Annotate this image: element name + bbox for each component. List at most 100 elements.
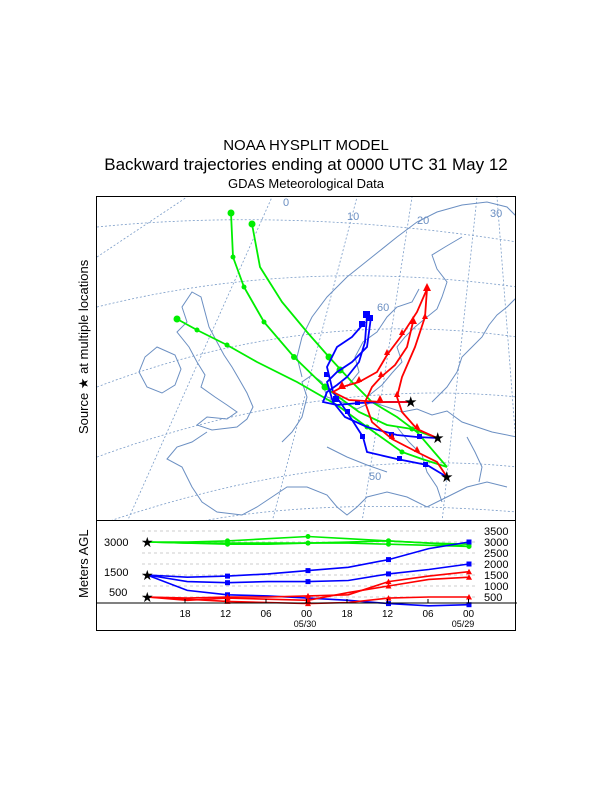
red-markers bbox=[338, 283, 431, 452]
time-tick-label: 06 bbox=[422, 609, 434, 620]
blue-marker bbox=[324, 372, 329, 377]
graticule bbox=[97, 197, 515, 520]
source-star-icon: ★ bbox=[440, 469, 453, 486]
time-tick-label: 06 bbox=[260, 609, 272, 620]
height-series-marker bbox=[305, 534, 311, 539]
height-series-marker bbox=[225, 573, 230, 579]
right-level-label: 1000 bbox=[484, 581, 508, 593]
height-series-marker bbox=[466, 574, 472, 580]
time-tick-label: 00 bbox=[301, 609, 313, 620]
right-level-label: 2500 bbox=[484, 548, 508, 560]
green-marker bbox=[409, 426, 415, 432]
blue-marker bbox=[345, 409, 350, 414]
height-gridlines bbox=[142, 530, 477, 598]
blue-marker bbox=[367, 315, 373, 321]
green-marker bbox=[261, 319, 267, 325]
red-marker bbox=[423, 283, 431, 291]
right-level-label: 500 bbox=[484, 592, 502, 604]
red-marker bbox=[389, 433, 395, 439]
height-series-marker bbox=[466, 561, 472, 567]
blue-marker bbox=[359, 321, 365, 327]
red-marker bbox=[394, 391, 400, 397]
right-level-label: 1500 bbox=[484, 570, 508, 582]
right-level-label: 3500 bbox=[484, 526, 508, 538]
left-level-500: 500 bbox=[109, 587, 127, 599]
red-marker bbox=[376, 395, 384, 403]
green-marker bbox=[248, 220, 256, 228]
height-series-marker bbox=[225, 580, 230, 586]
time-ticks: 18 12 06 00 18 12 06 00 bbox=[179, 599, 474, 620]
meridian-label-20: 20 bbox=[417, 215, 429, 227]
blue-marker bbox=[417, 434, 422, 439]
blue-markers bbox=[324, 311, 428, 467]
right-level-label: 3000 bbox=[484, 537, 508, 549]
meridian-label-0: 0 bbox=[283, 197, 289, 209]
red-marker bbox=[338, 381, 346, 389]
meridian-label-30: 30 bbox=[490, 208, 502, 220]
height-series-marker bbox=[225, 541, 230, 547]
time-tick-label: 00 bbox=[463, 609, 475, 620]
green-marker bbox=[173, 315, 181, 323]
date-label-0530: 05/30 bbox=[294, 619, 317, 629]
parallel-label-50: 50 bbox=[369, 471, 381, 483]
blue-marker bbox=[360, 434, 365, 439]
blue-marker bbox=[423, 462, 428, 467]
red-marker bbox=[356, 376, 362, 382]
source-star-icon: ★ bbox=[404, 394, 417, 411]
red-marker bbox=[409, 316, 417, 324]
left-level-3000: 3000 bbox=[104, 537, 128, 549]
green-marker bbox=[399, 449, 405, 455]
source-star-icon: ★ bbox=[431, 430, 444, 447]
meridian-label-10: 10 bbox=[347, 211, 359, 223]
red-marker bbox=[378, 371, 384, 377]
model-title: NOAA HYSPLIT MODEL bbox=[223, 137, 389, 154]
date-label-0529: 05/29 bbox=[452, 619, 475, 629]
blue-marker bbox=[363, 311, 370, 318]
height-series-marker bbox=[466, 539, 472, 545]
height-svg: ★★★ 18 12 06 00 18 12 06 00 3000 1500 500 35003… bbox=[97, 526, 517, 629]
parallel-label-60: 60 bbox=[377, 302, 389, 314]
height-series-marker bbox=[466, 568, 472, 575]
green-marker bbox=[321, 383, 329, 391]
height-series-marker bbox=[386, 538, 391, 544]
height-series-marker bbox=[386, 601, 391, 607]
green-marker bbox=[224, 342, 230, 348]
green-marker bbox=[241, 284, 247, 290]
height-series-marker bbox=[305, 579, 311, 585]
red-marker bbox=[399, 329, 405, 335]
height-profile-panel: ★ ★ ★ 18 12 06 00 18 12 06 00 3000 1500 500 3500 3… bbox=[96, 521, 517, 631]
green-marker bbox=[227, 209, 235, 217]
height-series: ★ ★ ★ bbox=[141, 534, 472, 608]
height-series-marker bbox=[466, 602, 472, 608]
green-marker bbox=[291, 354, 297, 360]
source-star-icon: ★ bbox=[141, 567, 154, 583]
blue-marker bbox=[355, 400, 360, 405]
time-tick-label: 18 bbox=[341, 609, 353, 620]
red-marker bbox=[422, 313, 428, 319]
right-level-label: 2000 bbox=[484, 559, 508, 571]
height-series-marker bbox=[305, 540, 311, 546]
time-tick-label: 12 bbox=[220, 609, 232, 620]
red-marker bbox=[414, 446, 420, 452]
height-series-marker bbox=[305, 568, 311, 574]
source-stars: ★ ★ ★ bbox=[404, 394, 453, 486]
time-tick-label: 12 bbox=[382, 609, 394, 620]
source-axis-label: Source ★ at multiple locations bbox=[76, 259, 91, 434]
chart-title: Backward trajectories ending at 0000 UTC… bbox=[104, 155, 508, 174]
red-marker bbox=[414, 423, 420, 429]
height-series-marker bbox=[386, 571, 391, 577]
height-series-marker bbox=[385, 583, 392, 589]
height-series-marker bbox=[305, 592, 311, 599]
green-marker bbox=[194, 327, 200, 333]
meters-agl-axis-label: Meters AGL bbox=[76, 529, 91, 598]
map-svg: 0 10 20 30 60 50 bbox=[97, 197, 515, 520]
blue-marker bbox=[397, 456, 402, 461]
left-level-1500: 1500 bbox=[104, 567, 128, 579]
height-series-marker bbox=[386, 557, 391, 563]
blue-marker bbox=[333, 396, 339, 402]
red-marker bbox=[384, 349, 390, 355]
green-marker bbox=[230, 254, 236, 260]
height-series-marker bbox=[385, 578, 392, 585]
height-series-marker bbox=[466, 594, 472, 600]
